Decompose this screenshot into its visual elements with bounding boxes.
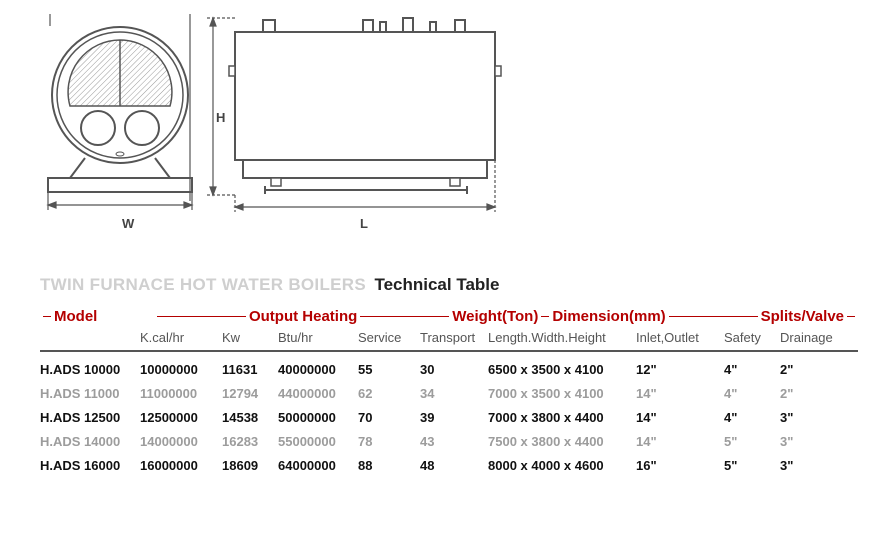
cell-safety: 5" [724, 458, 780, 473]
sub-service: Service [358, 330, 420, 345]
group-splits: Splits/Valve [761, 308, 844, 325]
cell-safety: 4" [724, 362, 780, 377]
subheader-row: K.cal/hr Kw Btu/hr Service Transport Len… [40, 327, 858, 347]
cell-transport: 39 [420, 410, 488, 425]
cell-kcal: 10000000 [140, 362, 222, 377]
dim-label-l: L [360, 216, 368, 231]
cell-kw: 12794 [222, 386, 278, 401]
cell-safety: 5" [724, 434, 780, 449]
cell-kw: 18609 [222, 458, 278, 473]
title-gray-text: TWIN FURNACE HOT WATER BOILERS [40, 275, 366, 294]
cell-service: 70 [358, 410, 420, 425]
group-weight: Weight(Ton) [452, 308, 538, 325]
group-model: Model [54, 308, 154, 325]
sub-transport: Transport [420, 330, 488, 345]
data-rows: H.ADS 1000010000000116314000000055306500… [40, 357, 858, 477]
cell-transport: 43 [420, 434, 488, 449]
cell-inout: 14" [636, 434, 724, 449]
cell-transport: 30 [420, 362, 488, 377]
sub-drainage: Drainage [780, 330, 850, 345]
cell-drain: 3" [780, 410, 850, 425]
cell-model: H.ADS 11000 [40, 386, 140, 401]
cell-model: H.ADS 10000 [40, 362, 140, 377]
cell-kcal: 12500000 [140, 410, 222, 425]
sub-safety: Safety [724, 330, 780, 345]
title-black-text: Technical Table [374, 275, 499, 294]
cell-service: 88 [358, 458, 420, 473]
cell-model: H.ADS 14000 [40, 434, 140, 449]
cell-dim: 6500 x 3500 x 4100 [488, 362, 636, 377]
sub-lwh: Length.Width.Height [488, 330, 636, 345]
sub-inout: Inlet,Outlet [636, 330, 724, 345]
cell-safety: 4" [724, 386, 780, 401]
cell-drain: 2" [780, 386, 850, 401]
cell-btu: 55000000 [278, 434, 358, 449]
cell-dim: 7000 x 3800 x 4400 [488, 410, 636, 425]
sub-kw: Kw [222, 330, 278, 345]
cell-kw: 16283 [222, 434, 278, 449]
cell-service: 55 [358, 362, 420, 377]
table-row: H.ADS 1250012500000145385000000070397000… [40, 405, 858, 429]
cell-service: 78 [358, 434, 420, 449]
group-output: Output Heating [249, 308, 357, 325]
group-dimension: Dimension(mm) [552, 308, 665, 325]
cell-transport: 34 [420, 386, 488, 401]
table-row: H.ADS 1400014000000162835500000078437500… [40, 429, 858, 453]
table-row: H.ADS 1000010000000116314000000055306500… [40, 357, 858, 381]
cell-drain: 3" [780, 434, 850, 449]
cell-kw: 11631 [222, 362, 278, 377]
cell-btu: 50000000 [278, 410, 358, 425]
sub-kcal: K.cal/hr [140, 330, 222, 345]
cell-dim: 7000 x 3500 x 4100 [488, 386, 636, 401]
cell-kcal: 16000000 [140, 458, 222, 473]
cell-safety: 4" [724, 410, 780, 425]
side-view-drawing [205, 10, 525, 215]
table-row: H.ADS 1600016000000186096400000088488000… [40, 453, 858, 477]
cell-kcal: 14000000 [140, 434, 222, 449]
cell-btu: 64000000 [278, 458, 358, 473]
cell-inout: 14" [636, 410, 724, 425]
technical-diagram: W H L [40, 10, 520, 230]
cell-dim: 7500 x 3800 x 4400 [488, 434, 636, 449]
cell-kw: 14538 [222, 410, 278, 425]
cell-drain: 2" [780, 362, 850, 377]
spec-table: Model Output Heating Weight(Ton) Dimensi… [40, 305, 858, 477]
cell-dim: 8000 x 4000 x 4600 [488, 458, 636, 473]
cell-inout: 12" [636, 362, 724, 377]
table-title: TWIN FURNACE HOT WATER BOILERS Technical… [40, 275, 499, 295]
cell-btu: 44000000 [278, 386, 358, 401]
front-view-drawing [40, 10, 200, 210]
cell-transport: 48 [420, 458, 488, 473]
dim-label-h: H [216, 110, 225, 125]
cell-inout: 16" [636, 458, 724, 473]
header-divider [40, 350, 858, 352]
sub-btu: Btu/hr [278, 330, 358, 345]
cell-btu: 40000000 [278, 362, 358, 377]
dim-label-w: W [122, 216, 134, 231]
cell-model: H.ADS 12500 [40, 410, 140, 425]
table-row: H.ADS 1100011000000127944400000062347000… [40, 381, 858, 405]
cell-kcal: 11000000 [140, 386, 222, 401]
cell-model: H.ADS 16000 [40, 458, 140, 473]
cell-drain: 3" [780, 458, 850, 473]
group-header-row: Model Output Heating Weight(Ton) Dimensi… [40, 305, 858, 327]
cell-service: 62 [358, 386, 420, 401]
cell-inout: 14" [636, 386, 724, 401]
